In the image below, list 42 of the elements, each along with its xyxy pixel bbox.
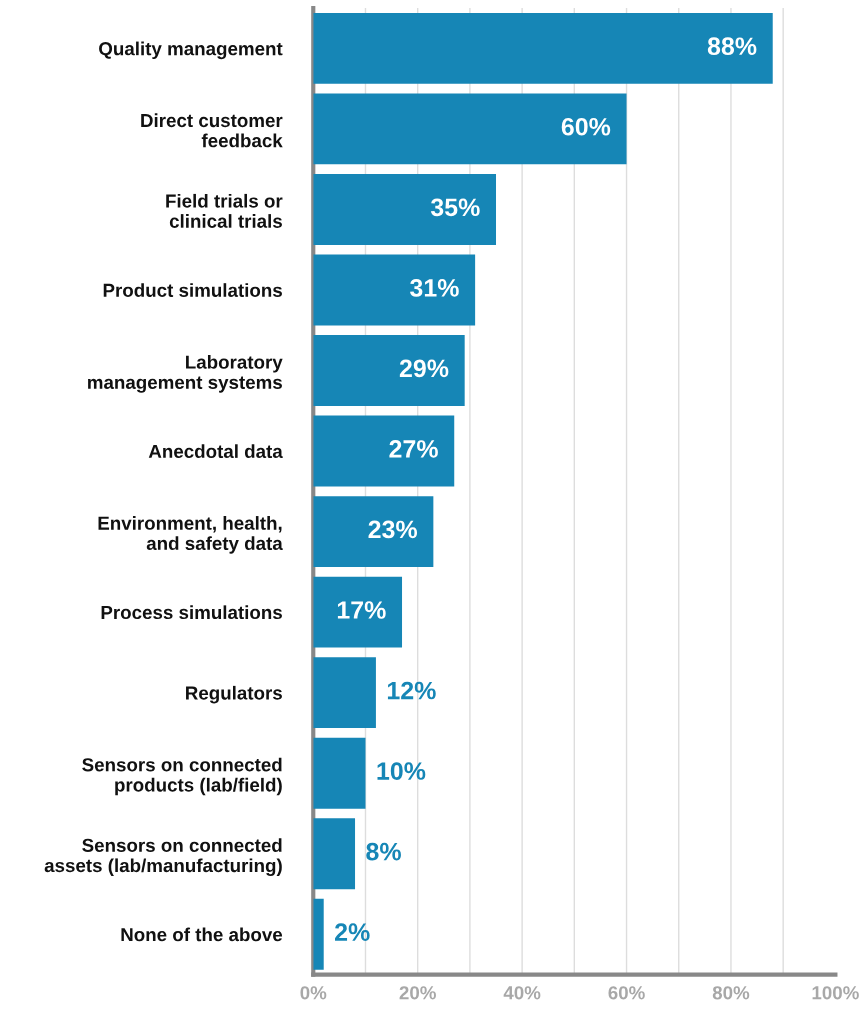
bar [313,174,497,245]
x-tick-label: 80% [712,986,750,1000]
y-tick-label: Direct customer feedback [141,113,283,148]
bar [313,254,476,326]
data-label: 88% [707,37,757,56]
y-tick-label: Anecdotal data [148,444,283,459]
y-tick-label: None of the above [121,927,283,942]
data-label: 60% [561,117,611,136]
bar [313,657,376,729]
data-label: 31% [410,278,459,297]
y-tick-label: Environment, health, and safety data [98,516,283,554]
data-label: 23% [368,520,418,539]
x-tick-label: 40% [503,986,541,1000]
data-label: 17% [337,601,386,619]
bar [313,898,324,970]
y-tick-label: Process simulations [101,605,282,620]
y-tick-label: Field trials or clinical trials [166,193,283,228]
x-tick-label: 20% [399,986,436,1000]
bar [313,576,403,648]
y-tick-label: Sensors on connected assets (lab/manufacturing) [44,838,282,876]
bar [313,335,465,406]
bar [313,496,434,568]
bar [313,737,366,809]
data-label: 8% [366,842,401,861]
bar [313,415,455,487]
data-label: 27% [389,440,438,458]
y-tick-label: Laboratory management systems [88,355,283,393]
bar [313,818,356,890]
data-label: 2% [335,923,370,941]
data-label: 29% [399,359,449,378]
data-label: 10% [377,762,426,780]
x-tick-label: 60% [608,986,645,1000]
bar [313,93,627,165]
x-tick-label: 0% [300,986,327,1000]
y-tick-label: Product simulations [103,283,282,297]
data-label: 12% [387,681,436,700]
data-label: 35% [430,198,480,217]
y-tick-label: Sensors on connected products (lab/field) [82,757,282,796]
y-tick-label: Regulators [186,685,282,704]
y-tick-label: Quality management [99,41,283,60]
bar [313,12,773,84]
x-tick-label: 100% [812,986,859,1000]
